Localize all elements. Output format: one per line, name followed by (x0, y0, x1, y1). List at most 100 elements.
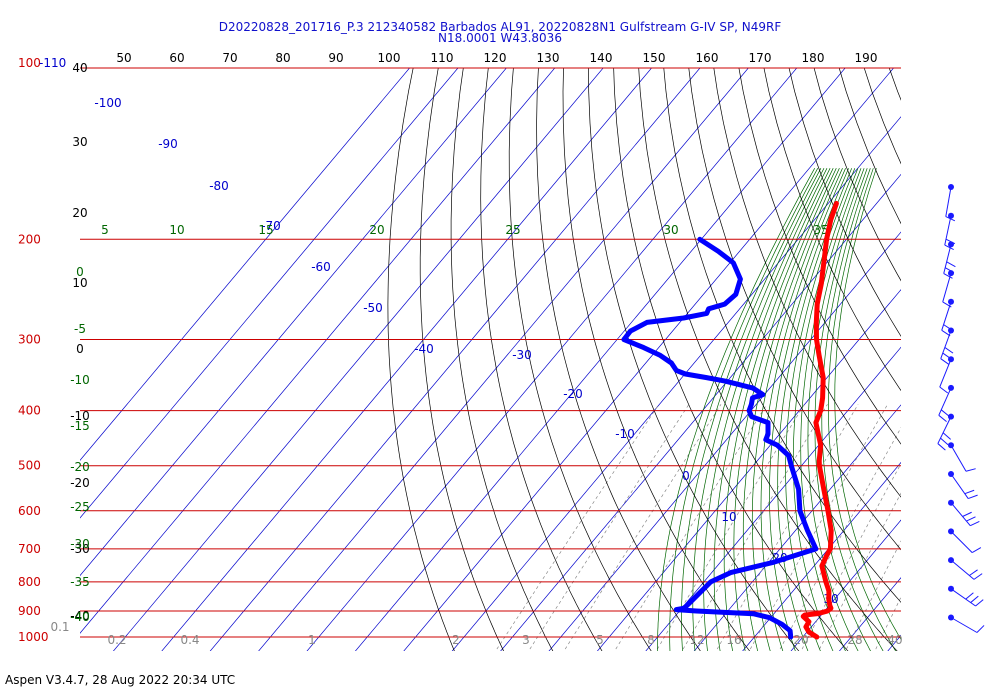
wind-barb-feather (940, 437, 949, 446)
wind-barb-staff (939, 359, 952, 388)
dry-adiabat-line (713, 68, 901, 498)
wind-barb-staff (950, 502, 971, 527)
top-axis-label: 150 (643, 51, 666, 65)
dry-adiabat-line (638, 68, 898, 651)
header-line1: D20220828_201716_P.3 212340582 Barbados … (218, 20, 782, 34)
isotherm-label: -90 (158, 137, 178, 151)
green-left-label: -40 (70, 610, 90, 624)
wind-barb-feather (962, 511, 972, 517)
wind-barb-feather (968, 494, 978, 500)
height-label: -20 (70, 476, 90, 490)
mixing-ratio-label: 1 (308, 633, 316, 647)
dewpoint-trace (621, 236, 819, 640)
wind-barb-staff (941, 301, 952, 331)
wind-barb-staff (950, 588, 976, 607)
top-axis-label: 190 (855, 51, 878, 65)
mixing-ratio-label: 16 (726, 633, 741, 647)
wind-barbs (937, 184, 985, 633)
isotherm-lines (80, 68, 901, 651)
isotherm-line (306, 68, 798, 651)
wind-barb-feather (976, 625, 985, 633)
dry-adiabat-line (763, 68, 901, 392)
wind-barb-feather (941, 329, 951, 337)
moist-adiabat-line (657, 168, 816, 651)
dry-adiabat-line (480, 68, 603, 651)
isotherm-line (838, 577, 901, 651)
pressure-label: 900 (18, 604, 41, 618)
wind-barb-staff (940, 330, 952, 359)
pressure-label: 800 (18, 575, 41, 589)
top-axis-label: 140 (590, 51, 613, 65)
moist-adiabat-line (723, 168, 834, 651)
isotherm-label: -50 (363, 301, 383, 315)
isotherm-line (451, 116, 901, 651)
wind-barb-feather (973, 573, 983, 580)
isotherm-line (500, 173, 901, 651)
mixing-ratio-label: 0.1 (50, 620, 69, 634)
moist-adiabat-line (814, 168, 871, 651)
isotherm-label: -10 (615, 427, 635, 441)
dry-adiabat-line (738, 68, 901, 445)
mixing-ratio-label: 28 (847, 633, 862, 647)
wind-barb-staff (950, 473, 969, 499)
pressure-label: 200 (18, 232, 41, 246)
isotherm-label: -30 (512, 348, 532, 362)
dry-adiabat-line (984, 55, 1000, 653)
isotherm-label: 0 (682, 469, 690, 483)
isotherm-line (596, 289, 901, 651)
dry-adiabat-lines (387, 55, 1000, 653)
wind-barb-feather (942, 432, 951, 440)
isotherm-line (161, 68, 653, 651)
green-left-label: -15 (70, 419, 90, 433)
pressure-label: 400 (18, 404, 41, 418)
top-axis-label: 60 (169, 51, 184, 65)
wind-barb-feather (966, 516, 976, 522)
wind-barb-staff (944, 215, 952, 246)
pressure-label: -110 (39, 56, 66, 70)
sounding-series (621, 200, 839, 640)
top-axis-label: 160 (696, 51, 719, 65)
dry-adiabat-line (909, 55, 1000, 653)
wind-barb-feather (970, 521, 980, 527)
moist-adiabat-line (681, 168, 822, 651)
wind-barb-staff (942, 272, 952, 303)
wind-barb-staff (950, 445, 967, 472)
isotherm-line (209, 68, 701, 651)
moist-adiabat-label: 25 (505, 223, 520, 237)
isotherm-line (548, 231, 901, 651)
moist-adiabat-line (692, 168, 825, 651)
dry-adiabat-line (450, 68, 554, 651)
dry-adiabat-line (838, 68, 901, 225)
mixing-ratio-label: 12 (689, 633, 704, 647)
green-left-label: -20 (70, 460, 90, 474)
wind-barb-feather (939, 386, 949, 394)
isobar-lines (80, 67, 901, 638)
isotherm-line (80, 68, 556, 634)
mixing-ratio-label: 8 (647, 633, 655, 647)
dry-adiabat-line (959, 55, 1000, 653)
isotherm-line (742, 461, 901, 651)
height-label: -30 (70, 542, 90, 556)
footer-version: Aspen V3.4.7, 28 Aug 2022 20:34 UTC (5, 673, 236, 687)
moist-adiabat-line (713, 168, 831, 651)
green-left-label: -30 (70, 537, 90, 551)
isotherm-line (80, 68, 411, 461)
wind-barb-staff (937, 416, 952, 444)
dry-adiabat-line (863, 68, 901, 165)
wind-barb-staff (950, 559, 975, 580)
isotherm-line (80, 68, 459, 519)
wind-barb-feather (970, 595, 979, 603)
mixing-ratio-label: 0.2 (107, 633, 126, 647)
mixing-ratio-line (779, 426, 901, 650)
mixing-ratio-line (496, 404, 660, 650)
green-left-label: -5 (74, 322, 86, 336)
isotherm-label: -70 (261, 219, 281, 233)
wind-barb-feather (969, 569, 978, 576)
pressure-label: 100 (18, 56, 41, 70)
moist-adiabat-label: 5 (101, 223, 109, 237)
green-left-label: -25 (70, 500, 90, 514)
moist-adiabat-label: 30 (663, 223, 678, 237)
wind-barb-feather (971, 547, 982, 554)
wind-barb-staff (943, 244, 952, 274)
